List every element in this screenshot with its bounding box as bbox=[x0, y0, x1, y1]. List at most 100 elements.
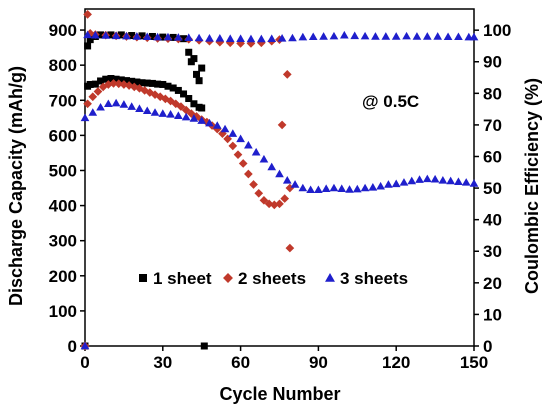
efficiency-point bbox=[215, 37, 225, 47]
capacity-point bbox=[254, 188, 264, 198]
capacity-point bbox=[345, 185, 354, 193]
capacity-point bbox=[220, 124, 230, 133]
capacity-point bbox=[161, 94, 170, 104]
legend: 1 sheet 2 sheets 3 sheets bbox=[139, 269, 408, 288]
capacity-point bbox=[306, 185, 315, 194]
capacity-point bbox=[469, 179, 479, 187]
efficiency-point bbox=[142, 32, 152, 41]
capacity-point bbox=[91, 80, 99, 88]
capacity-point bbox=[135, 104, 144, 112]
legend-label-2: 2 sheets bbox=[238, 269, 306, 288]
capacity-point bbox=[128, 77, 136, 85]
efficiency-point bbox=[282, 70, 292, 79]
y-right-tick-label: 70 bbox=[483, 116, 502, 135]
capacity-point bbox=[189, 114, 199, 122]
capacity-point bbox=[181, 112, 191, 121]
capacity-point bbox=[138, 79, 146, 87]
efficiency-point bbox=[288, 33, 297, 42]
efficiency-point bbox=[454, 32, 463, 41]
capacity-point bbox=[337, 184, 347, 192]
capacity-point bbox=[174, 86, 182, 94]
capacity-point bbox=[150, 108, 160, 116]
capacity-point bbox=[88, 108, 98, 116]
efficiency-point bbox=[107, 31, 115, 39]
efficiency-point bbox=[350, 31, 360, 40]
efficiency-point bbox=[86, 36, 94, 44]
capacity-point bbox=[298, 183, 308, 192]
legend-marker-3 bbox=[325, 273, 335, 282]
capacity-point bbox=[171, 99, 181, 109]
capacity-point bbox=[158, 109, 168, 117]
efficiency-point bbox=[433, 32, 443, 40]
y-right-tick-label: 50 bbox=[483, 179, 502, 198]
legend-label-3: 3 sheets bbox=[340, 269, 408, 288]
efficiency-point bbox=[198, 64, 206, 72]
rate-annotation: @ 0.5C bbox=[362, 92, 419, 111]
efficiency-point bbox=[339, 30, 349, 39]
efficiency-point bbox=[391, 32, 401, 40]
capacity-point bbox=[114, 79, 124, 89]
y-left-tick-label: 600 bbox=[49, 126, 77, 145]
x-tick-label: 60 bbox=[231, 353, 250, 372]
series-3 bbox=[80, 30, 479, 350]
capacity-point bbox=[109, 79, 118, 88]
efficiency-point bbox=[174, 33, 183, 41]
capacity-point bbox=[259, 195, 269, 205]
y-right-tick-label: 0 bbox=[483, 337, 492, 356]
capacity-point bbox=[174, 111, 183, 119]
capacity-point bbox=[314, 185, 323, 194]
y-right-tick-label: 10 bbox=[483, 305, 502, 324]
capacity-point bbox=[140, 86, 149, 95]
capacity-point bbox=[122, 77, 130, 85]
capacity-point bbox=[249, 180, 258, 189]
series-2 bbox=[80, 10, 295, 351]
efficiency-point bbox=[138, 32, 146, 40]
efficiency-point bbox=[246, 34, 256, 43]
efficiency-point bbox=[117, 31, 125, 39]
capacity-point bbox=[119, 100, 129, 108]
efficiency-point bbox=[469, 32, 479, 41]
efficiency-point bbox=[111, 31, 121, 40]
capacity-point bbox=[169, 84, 177, 92]
capacity-point bbox=[98, 82, 108, 92]
capacity-point bbox=[192, 112, 201, 121]
efficiency-point bbox=[195, 77, 203, 85]
plot-frame bbox=[84, 8, 475, 347]
efficiency-point bbox=[193, 70, 201, 78]
capacity-point bbox=[155, 92, 165, 102]
capacity-point bbox=[407, 176, 417, 185]
efficiency-point bbox=[257, 34, 266, 43]
efficiency-point bbox=[225, 34, 235, 42]
capacity-point bbox=[112, 75, 120, 83]
efficiency-point bbox=[412, 32, 422, 40]
capacity-point bbox=[430, 174, 440, 183]
capacity-point bbox=[166, 96, 175, 106]
capacity-point bbox=[181, 105, 191, 115]
y-right-tick-label: 20 bbox=[483, 274, 502, 293]
y-right-tick-label: 60 bbox=[483, 147, 502, 166]
capacity-point bbox=[218, 129, 227, 138]
capacity-point bbox=[415, 175, 424, 183]
capacity-point bbox=[148, 79, 156, 87]
capacity-point bbox=[119, 80, 129, 89]
efficiency-point bbox=[285, 243, 295, 253]
capacity-point bbox=[267, 162, 277, 171]
efficiency-point bbox=[443, 32, 453, 41]
efficiency-point bbox=[194, 33, 204, 42]
capacity-point bbox=[238, 159, 248, 168]
legend-marker-1 bbox=[139, 274, 147, 282]
y-left-tick-label: 900 bbox=[49, 21, 77, 40]
efficiency-point bbox=[180, 35, 188, 43]
efficiency-point bbox=[319, 32, 328, 40]
capacity-point bbox=[164, 82, 172, 90]
capacity-point bbox=[360, 183, 370, 192]
capacity-point bbox=[212, 121, 222, 129]
capacity-point bbox=[461, 178, 471, 186]
efficiency-point bbox=[190, 55, 198, 63]
capacity-point bbox=[143, 79, 151, 87]
capacity-point bbox=[142, 106, 152, 115]
efficiency-point bbox=[205, 34, 214, 42]
y-left-tick-label: 300 bbox=[49, 232, 77, 251]
